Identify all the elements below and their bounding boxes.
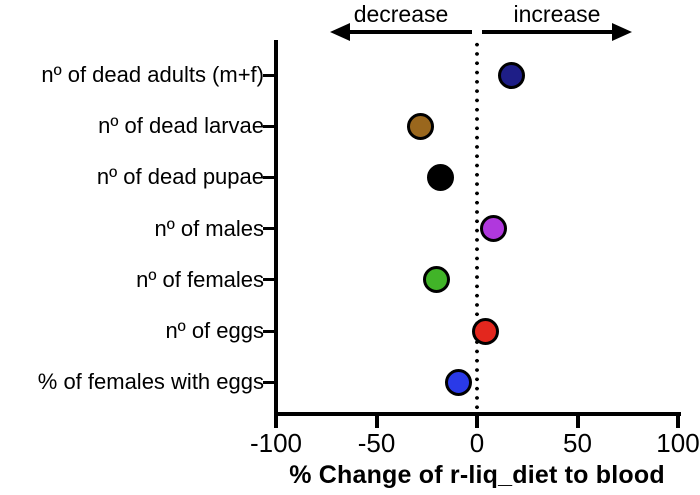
x-axis-tick <box>475 416 479 428</box>
data-point-marker <box>471 317 499 345</box>
direction-arrows <box>330 23 632 41</box>
decrease-arrow-icon <box>330 23 472 41</box>
x-axis-line <box>274 412 681 416</box>
category-label: nº of females <box>136 266 264 292</box>
x-axis-tick-label: -100 <box>249 428 303 458</box>
category-tick <box>263 329 276 333</box>
zero-baseline-dotted-line <box>475 40 479 412</box>
x-axis-tick-label: -50 <box>357 428 396 458</box>
y-axis-line <box>274 40 278 416</box>
increase-arrow-icon <box>482 23 632 41</box>
x-axis-title: % Change of r-liq_diet to blood <box>289 461 665 489</box>
category-tick <box>263 175 276 179</box>
category-tick <box>263 380 276 384</box>
decrease-label: decrease <box>353 1 449 27</box>
data-point-marker <box>427 163 455 191</box>
category-tick <box>263 227 276 231</box>
data-point-marker <box>445 368 473 396</box>
data-point-marker <box>497 61 525 89</box>
category-tick <box>263 278 276 282</box>
x-axis-tick-label: 50 <box>563 428 592 458</box>
x-axis-tick <box>676 416 680 428</box>
x-axis-tick <box>374 416 379 428</box>
category-tick <box>263 124 276 128</box>
data-point-marker <box>407 112 435 140</box>
category-label: nº of males <box>154 215 264 241</box>
category-label: nº of eggs <box>165 318 264 343</box>
increase-label: increase <box>513 1 601 27</box>
data-point-marker <box>479 215 507 243</box>
data-point-marker <box>423 266 451 294</box>
category-label: % of females with eggs <box>37 369 264 395</box>
category-label: nº of dead adults (m+f) <box>41 62 264 87</box>
category-label: nº of dead larvae <box>98 113 264 139</box>
x-axis-tick-label: 0 <box>469 428 485 458</box>
category-label: nº of dead pupae <box>96 164 264 190</box>
x-axis-tick <box>274 416 278 428</box>
category-tick <box>263 73 276 77</box>
x-axis-tick-label: 100 <box>656 428 700 458</box>
x-axis-tick <box>575 416 580 428</box>
